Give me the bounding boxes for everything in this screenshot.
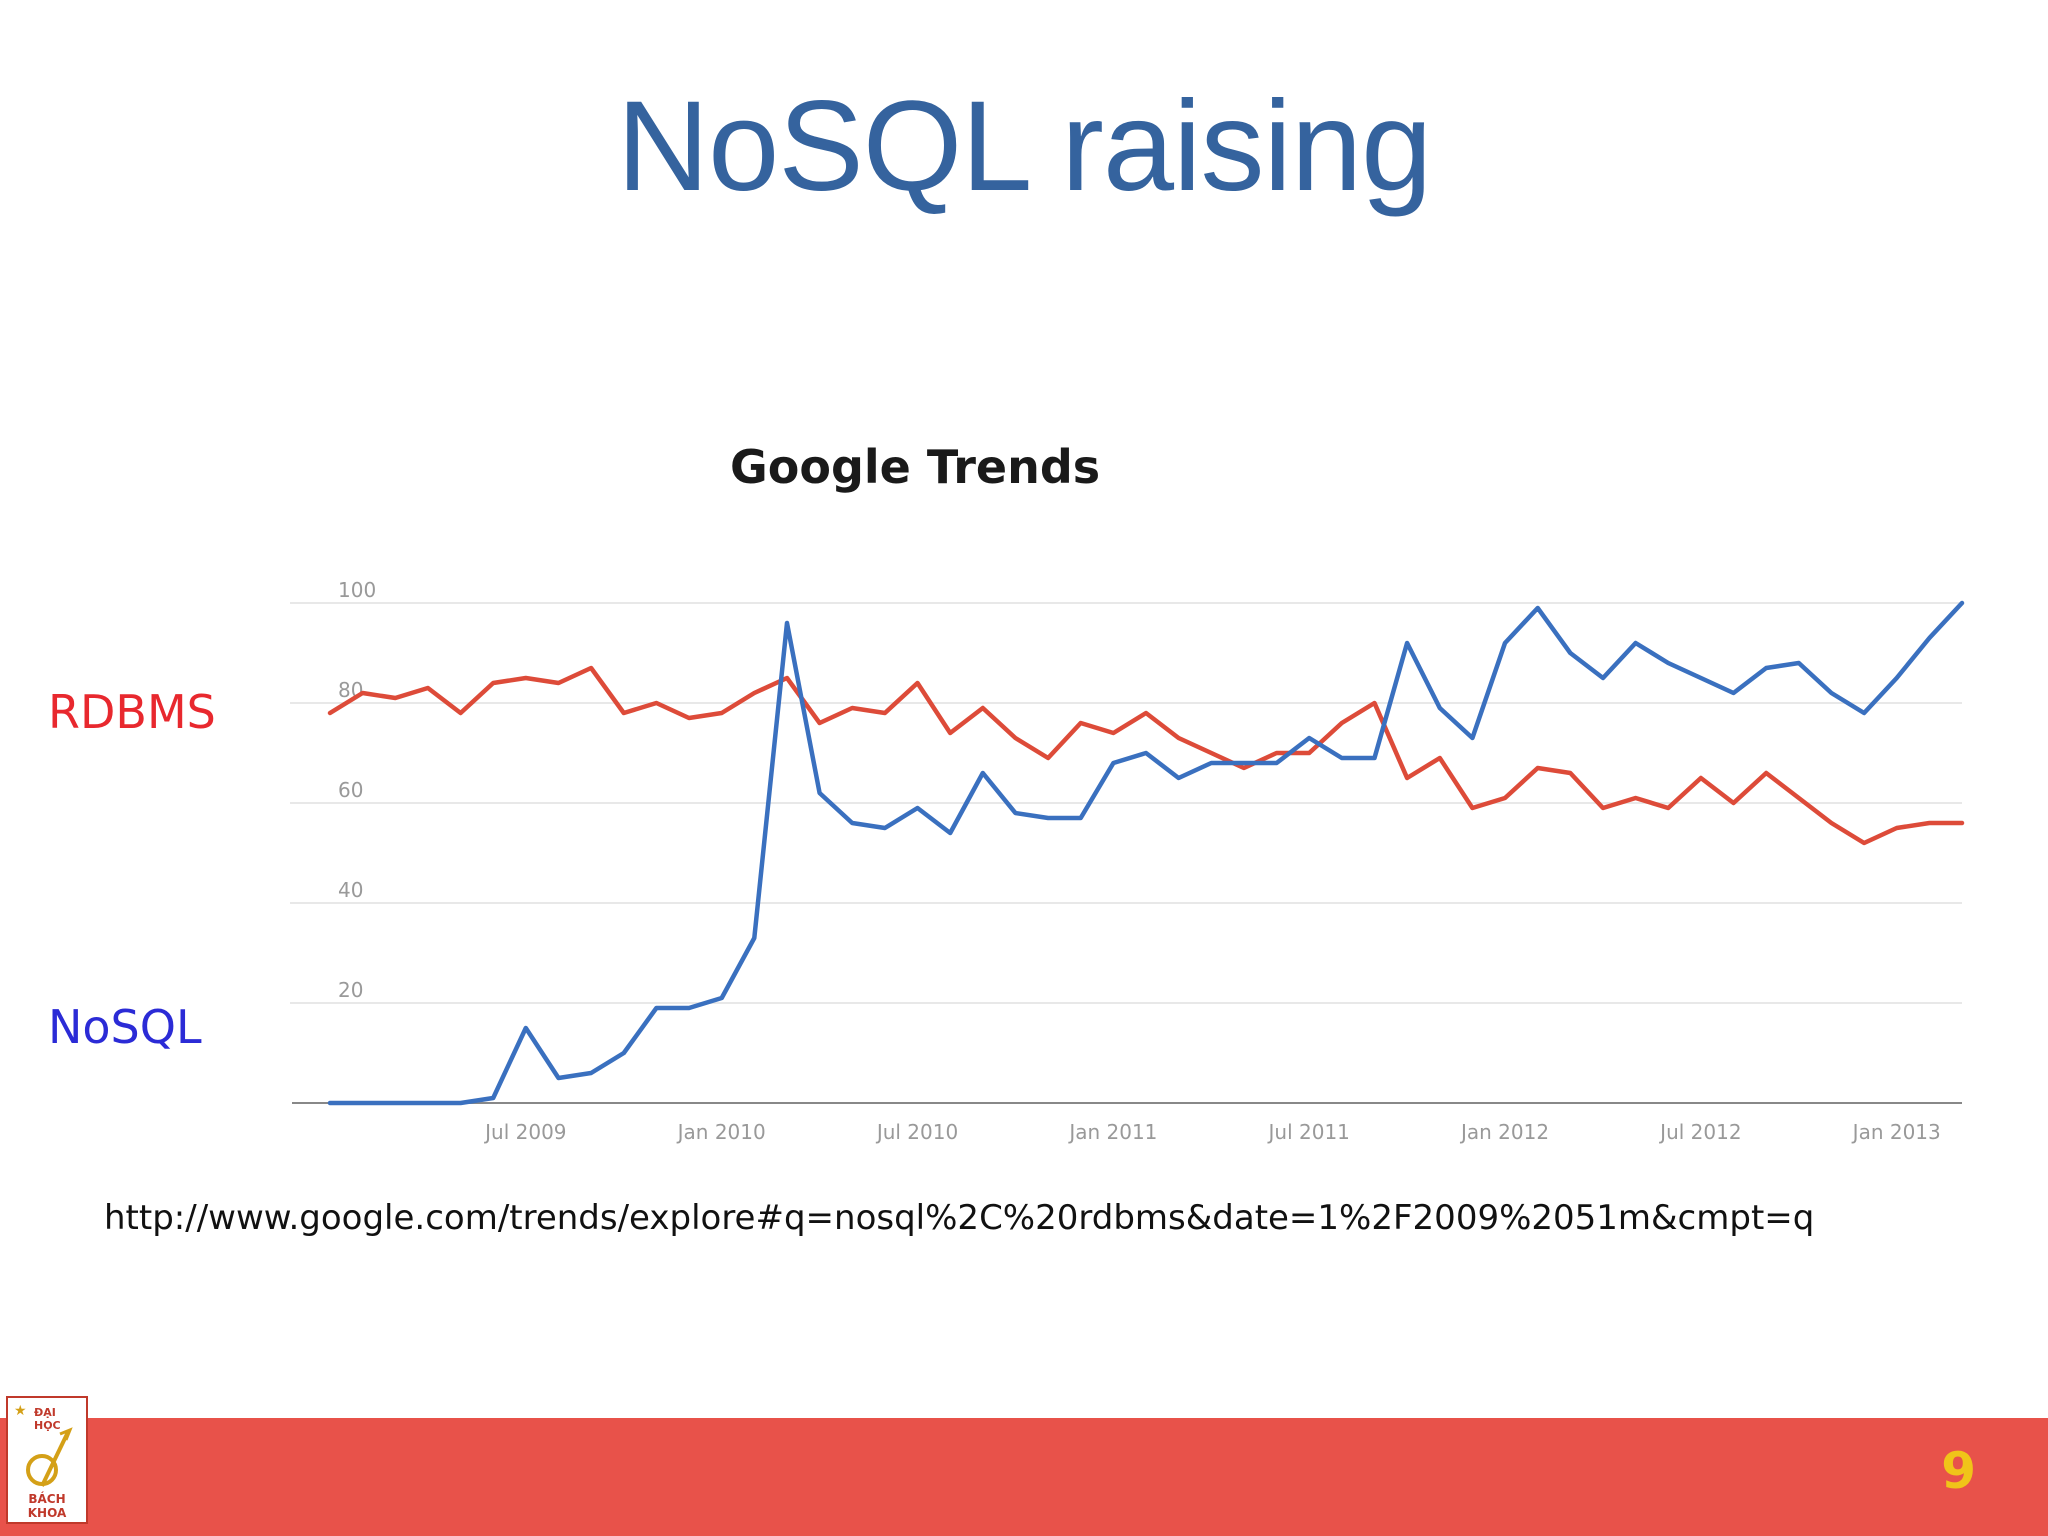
slide-title: NoSQL raising (616, 75, 1433, 218)
x-tick-label: Jul 2011 (1267, 1120, 1350, 1144)
chart-title: Google Trends (730, 440, 1101, 494)
legend-nosql: NoSQL (48, 1000, 202, 1054)
logo-top-text: ĐẠI HỌC (34, 1406, 61, 1432)
emblem-icon (26, 1427, 73, 1487)
x-tick-label: Jul 2012 (1658, 1120, 1741, 1144)
y-tick-label: 100 (338, 578, 376, 602)
page-number: 9 (1941, 1442, 1976, 1500)
source-url: http://www.google.com/trends/explore#q=n… (104, 1198, 1815, 1238)
x-tick-label: Jan 2012 (1459, 1120, 1549, 1144)
university-logo: ★ ĐẠI HỌC BÁCH KHOA (6, 1396, 88, 1524)
x-tick-label: Jan 2011 (1067, 1120, 1157, 1144)
y-tick-label: 40 (338, 878, 363, 902)
footer-bar (0, 1418, 2048, 1536)
x-tick-label: Jan 2010 (676, 1120, 766, 1144)
series-line-rdbms (327, 665, 1965, 846)
y-tick-label: 60 (338, 778, 363, 802)
x-tick-label: Jan 2013 (1851, 1120, 1941, 1144)
x-tick-label: Jul 2009 (483, 1120, 566, 1144)
legend-rdbms: RDBMS (48, 685, 216, 739)
x-tick-label: Jul 2010 (875, 1120, 958, 1144)
series-line-nosql (327, 600, 1965, 1106)
star-icon: ★ (14, 1402, 27, 1418)
y-tick-label: 20 (338, 978, 363, 1002)
logo-bottom-text: BÁCH KHOA (27, 1492, 67, 1520)
